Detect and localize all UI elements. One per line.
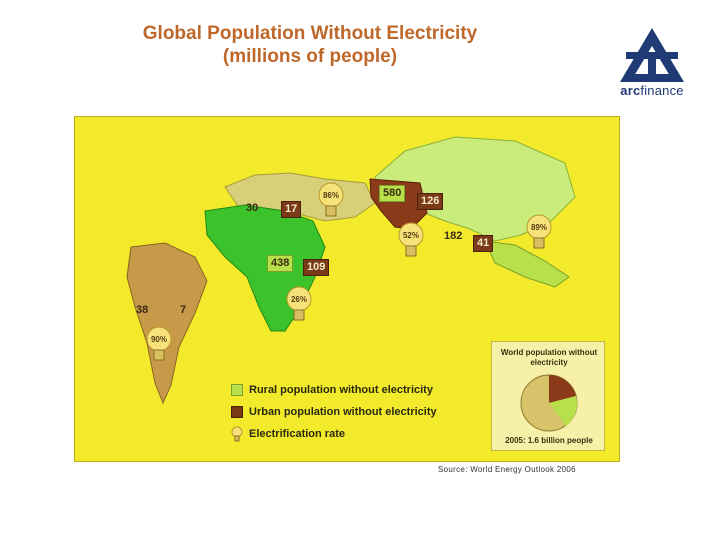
bulb-south-asia: 52%	[397, 221, 425, 263]
logo-wordmark-rest: finance	[640, 83, 684, 98]
bulb-south-asia-rate: 52%	[402, 231, 419, 240]
map-legend: Rural population without electricity Urb…	[231, 379, 437, 445]
world-map: 30 17 580 126 182 41 438 109 38 7 86% 52…	[74, 116, 620, 462]
inset-footer: 2005: 1.6 billion people	[505, 436, 593, 445]
lightbulb-icon	[286, 286, 312, 321]
lightbulb-icon	[526, 214, 552, 249]
legend-row-rate: Electrification rate	[231, 423, 437, 445]
legend-swatch-urban	[231, 406, 243, 418]
legend-label-rural: Rural population without electricity	[249, 384, 433, 396]
inset-title: World population without electricity	[500, 348, 598, 367]
label-ssa-rural: 438	[267, 255, 294, 272]
lightbulb-icon	[231, 426, 243, 442]
bulb-east-asia-rate: 89%	[530, 223, 547, 232]
label-east-asia-rural: 182	[444, 230, 463, 242]
label-nafme-rural: 30	[246, 202, 259, 214]
lightbulb-icon	[398, 222, 424, 257]
region-latin-america	[126, 242, 208, 405]
label-latam-urban: 7	[180, 304, 187, 316]
bulb-nafme-rate: 86%	[322, 191, 339, 200]
bulb-ssa: 26%	[285, 285, 313, 327]
bulb-east-asia: 89%	[525, 213, 553, 255]
region-southeast-asia	[484, 240, 570, 288]
lightbulb-icon	[318, 182, 344, 217]
label-south-asia-urban: 126	[417, 193, 444, 210]
legend-label-rate: Electrification rate	[249, 428, 345, 440]
bulb-latam: 90%	[145, 325, 173, 367]
legend-swatch-rural	[231, 384, 243, 396]
label-south-asia-rural: 580	[379, 185, 406, 202]
label-east-asia-urban: 41	[473, 235, 494, 252]
title-line-1: Global Population Without Electricity	[142, 23, 478, 44]
lightbulb-icon	[146, 326, 172, 361]
label-nafme-urban: 17	[281, 201, 302, 218]
logo-wordmark-bold: arc	[620, 83, 641, 98]
slide-title: Global Population Without Electricity (m…	[80, 22, 540, 68]
legend-row-rural: Rural population without electricity	[231, 379, 437, 401]
world-inset: World population without electricity 200…	[491, 341, 605, 451]
legend-row-urban: Urban population without electricity	[231, 401, 437, 423]
label-ssa-urban: 109	[303, 259, 330, 276]
source-note: Source: World Energy Outlook 2006	[438, 465, 576, 474]
bulb-latam-rate: 90%	[150, 335, 167, 344]
label-latam-rural: 38	[136, 304, 149, 316]
title-line-2: (millions of people)	[222, 46, 398, 67]
bulb-nafme: 86%	[317, 181, 345, 223]
arcfinance-logo	[620, 28, 684, 82]
legend-label-urban: Urban population without electricity	[249, 406, 437, 418]
bulb-ssa-rate: 26%	[290, 295, 307, 304]
logo-wordmark: arcfinance	[612, 83, 692, 98]
inset-pie	[520, 374, 578, 432]
